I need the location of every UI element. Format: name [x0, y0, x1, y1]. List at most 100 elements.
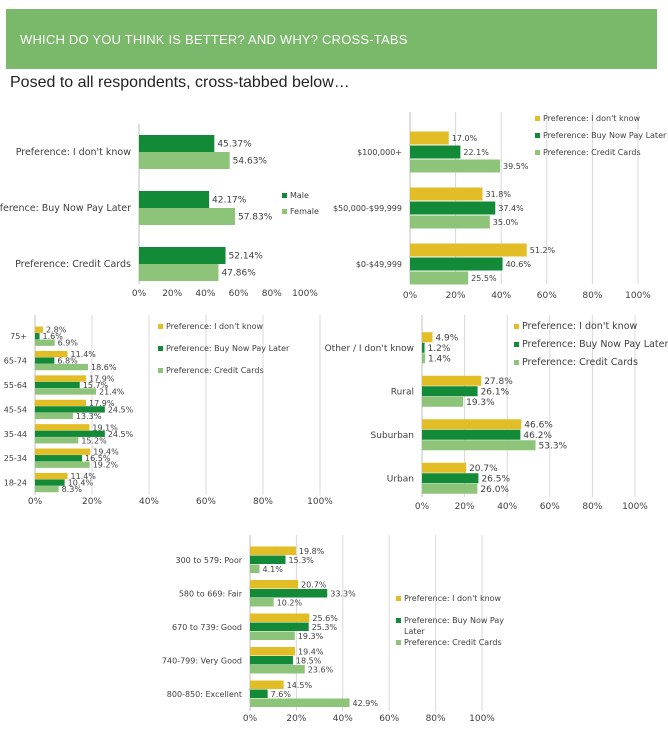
chart-credit: 0% 20% 40% 60% 80% 100%300 to 579: Poor19.8%1…: [162, 535, 504, 724]
data-label: 16.5%: [85, 454, 111, 463]
bar: [422, 462, 467, 473]
bar: [139, 208, 235, 225]
bar: [422, 429, 521, 440]
x-tick-label: 40%: [195, 289, 215, 299]
data-label: 18.6%: [91, 363, 117, 372]
data-label: 2.8%: [46, 326, 67, 335]
data-label: 46.6%: [524, 420, 553, 430]
bar: [250, 598, 274, 607]
bar: [139, 247, 226, 264]
x-tick-label: 80%: [582, 291, 602, 301]
x-tick-label: 80%: [253, 497, 273, 507]
data-label: 24.5%: [108, 430, 134, 439]
chart-gender: 0% 20% 40% 60% 80% 100% Preference: I don't kn…: [0, 124, 319, 299]
category-label: $50,000-$99,999: [333, 204, 402, 213]
data-label: 15.3%: [288, 556, 314, 565]
data-label: 51.2%: [530, 246, 556, 255]
bar: [35, 479, 65, 486]
category-label: 75+: [10, 332, 27, 341]
x-tick-label: 20%: [446, 291, 466, 301]
data-label: 19.4%: [298, 647, 324, 656]
data-label: 26.5%: [481, 474, 510, 484]
legend-swatch: [514, 342, 519, 347]
category-label: 740-799: Very Good: [162, 656, 242, 665]
bar: [422, 386, 478, 397]
x-tick-label: 60%: [196, 497, 216, 507]
header-banner: WHICH DO YOU THINK IS BETTER? AND WHY? C…: [6, 9, 657, 69]
x-tick-label: 80%: [582, 502, 602, 512]
bar: [250, 613, 310, 622]
bar: [35, 430, 105, 437]
bar: [35, 412, 73, 420]
bar: [250, 589, 328, 598]
bar: [422, 440, 536, 451]
data-label: 52.14%: [229, 252, 264, 262]
bar: [410, 201, 496, 215]
bar: [410, 159, 501, 173]
data-label: 13.3%: [76, 412, 102, 421]
data-label: 31.8%: [486, 190, 512, 199]
data-label: 23.6%: [308, 665, 334, 674]
legend-swatch: [158, 368, 163, 373]
legend-swatch: [535, 116, 540, 121]
legend-label: Preference: Buy Now Pay Later: [522, 339, 668, 350]
x-tick-label: 0%: [415, 502, 430, 512]
x-tick-label: 100%: [625, 291, 651, 301]
category-label: Preference: Credit Cards: [15, 259, 131, 270]
data-label: 53.3%: [539, 441, 568, 451]
category-label: $0-$49,999: [356, 260, 402, 269]
x-tick-label: 100%: [469, 714, 495, 724]
legend-swatch: [396, 618, 401, 623]
data-label: 39.5%: [503, 162, 529, 171]
bar: [139, 152, 230, 169]
x-tick-label: 100%: [292, 289, 318, 299]
legend-swatch: [535, 133, 540, 138]
data-label: 6.9%: [58, 339, 79, 348]
bar: [250, 656, 293, 665]
data-label: 4.1%: [263, 565, 284, 574]
bar: [250, 555, 286, 564]
legend-label: Preference: Buy Now Pay Later: [543, 131, 667, 140]
category-label: Suburban: [371, 431, 414, 441]
bar: [35, 375, 87, 382]
data-label: 15.2%: [81, 436, 107, 445]
category-label: 18-24: [4, 479, 27, 488]
x-tick-label: 40%: [139, 497, 159, 507]
bar: [250, 631, 295, 640]
bar: [422, 375, 482, 386]
bar: [35, 437, 79, 444]
bar: [35, 424, 90, 431]
x-tick-label: 40%: [333, 714, 353, 724]
bar: [35, 472, 68, 480]
data-label: 8.3%: [62, 485, 83, 494]
bar: [250, 647, 296, 656]
data-label: 33.3%: [330, 589, 356, 598]
chart-age: 0% 20% 40% 60% 80% 100% 75+ 2.8%1.6%6.9% 65-74 11…: [4, 315, 333, 507]
data-label: 25.3%: [312, 623, 338, 632]
x-tick-label: 0%: [28, 497, 43, 507]
data-label: 10.2%: [277, 598, 303, 607]
category-label: $100,000+: [357, 148, 402, 157]
legend-label: Preference: Credit Cards: [522, 357, 638, 368]
x-tick-label: 0%: [243, 714, 258, 724]
legend-label: Preference: I don't know: [166, 322, 264, 331]
data-label: 27.8%: [484, 377, 513, 387]
category-label: 55-64: [4, 381, 27, 390]
category-label: Urban: [387, 474, 414, 484]
data-label: 25.5%: [471, 274, 497, 283]
bar: [410, 257, 503, 271]
x-tick-label: 40%: [491, 291, 511, 301]
data-label: 15.7%: [83, 381, 109, 390]
data-label: 1.4%: [428, 354, 451, 364]
bar: [422, 483, 478, 494]
bar: [139, 135, 215, 152]
x-tick-label: 80%: [426, 714, 446, 724]
bar: [250, 622, 309, 631]
bar: [250, 698, 350, 707]
bar: [35, 455, 83, 462]
category-label: Preference: Buy Now Pay Later: [0, 203, 131, 214]
data-label: 19.2%: [93, 461, 119, 470]
page-subtitle: Posed to all respondents, cross-tabbed b…: [10, 74, 350, 91]
data-label: 45.37%: [217, 140, 252, 150]
legend-label: Preference: Credit Cards: [404, 638, 502, 647]
